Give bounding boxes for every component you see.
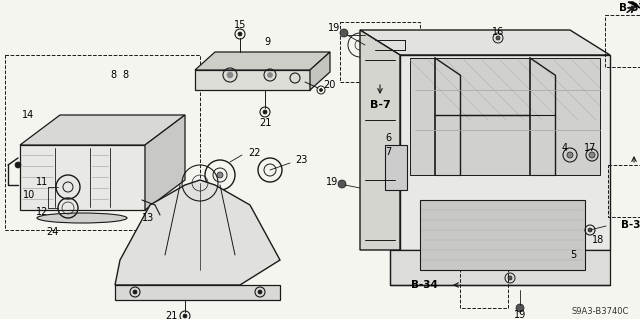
Circle shape — [340, 29, 348, 37]
Circle shape — [508, 276, 512, 280]
Bar — [608, 165, 640, 217]
Text: S9A3-B3740C: S9A3-B3740C — [572, 308, 629, 316]
Text: B-7: B-7 — [370, 100, 390, 110]
Text: 7: 7 — [385, 147, 391, 157]
Ellipse shape — [37, 213, 127, 223]
Polygon shape — [195, 70, 310, 90]
Text: 8: 8 — [122, 70, 128, 80]
Text: 19: 19 — [326, 177, 338, 187]
Text: 17: 17 — [584, 143, 596, 153]
Circle shape — [319, 88, 323, 92]
Text: B-34: B-34 — [411, 280, 438, 290]
Text: 19: 19 — [328, 23, 340, 33]
Bar — [5, 55, 200, 230]
Text: 6: 6 — [385, 133, 391, 143]
Text: 12: 12 — [36, 207, 48, 217]
Text: 21: 21 — [166, 311, 178, 319]
Text: 9: 9 — [264, 37, 270, 47]
Text: 20: 20 — [323, 80, 335, 90]
Text: 23: 23 — [295, 155, 307, 165]
Polygon shape — [628, 2, 640, 8]
Circle shape — [258, 290, 262, 294]
Bar — [420, 200, 585, 270]
Circle shape — [183, 314, 187, 318]
Polygon shape — [20, 115, 185, 145]
Circle shape — [516, 304, 524, 312]
Circle shape — [238, 32, 242, 36]
Circle shape — [338, 180, 346, 188]
Circle shape — [390, 40, 400, 50]
Polygon shape — [360, 30, 610, 55]
Polygon shape — [195, 52, 330, 70]
Circle shape — [496, 36, 500, 40]
Polygon shape — [20, 145, 145, 210]
Bar — [460, 270, 508, 308]
Text: 15: 15 — [234, 20, 246, 30]
Text: 8: 8 — [110, 70, 116, 80]
Text: 11: 11 — [36, 177, 48, 187]
Circle shape — [263, 110, 267, 114]
Circle shape — [588, 228, 592, 232]
Text: 5: 5 — [570, 250, 576, 260]
Text: 16: 16 — [492, 27, 504, 37]
Bar — [605, 15, 640, 67]
Polygon shape — [115, 180, 280, 285]
Bar — [385, 145, 407, 190]
Polygon shape — [400, 55, 610, 250]
Polygon shape — [145, 115, 185, 210]
Text: 4: 4 — [562, 143, 568, 153]
Text: B-37: B-37 — [619, 3, 640, 13]
Text: 24: 24 — [46, 227, 58, 237]
Circle shape — [268, 72, 273, 78]
Circle shape — [227, 72, 233, 78]
Circle shape — [589, 152, 595, 158]
Text: 18: 18 — [592, 235, 604, 245]
Text: 19: 19 — [514, 310, 526, 319]
Text: 22: 22 — [248, 148, 260, 158]
Polygon shape — [360, 30, 400, 250]
Polygon shape — [410, 58, 600, 175]
Polygon shape — [115, 285, 280, 300]
Circle shape — [133, 290, 137, 294]
Polygon shape — [390, 250, 610, 285]
Text: FR.: FR. — [638, 0, 640, 8]
Text: 21: 21 — [259, 118, 271, 128]
Text: 10: 10 — [23, 190, 35, 200]
Text: 14: 14 — [22, 110, 34, 120]
Bar — [340, 22, 420, 82]
Circle shape — [567, 152, 573, 158]
Polygon shape — [310, 52, 330, 90]
Text: 13: 13 — [142, 213, 154, 223]
Circle shape — [15, 162, 21, 168]
Text: B-37: B-37 — [621, 220, 640, 230]
Circle shape — [217, 172, 223, 178]
